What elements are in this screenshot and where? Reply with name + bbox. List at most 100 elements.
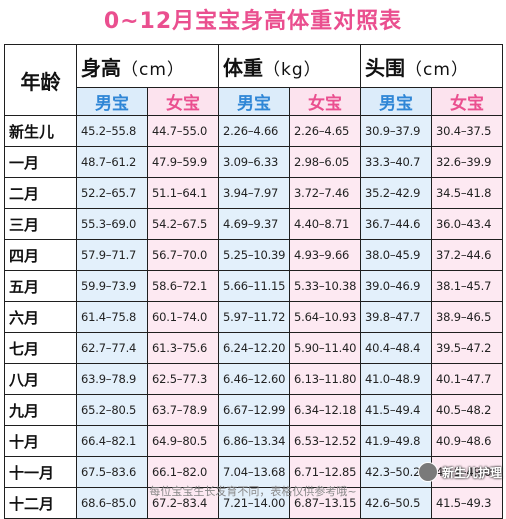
- height-girl-cell: 61.3–75.6: [146, 332, 220, 364]
- head-girl-cell: 40.9–48.6: [431, 425, 504, 457]
- head-header: 头围（cm）: [360, 44, 504, 88]
- head-boy-cell: 41.5–49.4: [360, 394, 433, 426]
- head-boy-cell: 41.9–49.8: [360, 425, 433, 457]
- table-body: 新生儿 45.2–55.8 44.7–55.0 2.26–4.66 2.26–4.65 3…: [4, 115, 504, 519]
- height-header-label: 身高: [81, 55, 121, 80]
- table-row: 七月 62.7–77.4 61.3–75.6 6.24–12.20 5.90–11.40…: [4, 332, 504, 364]
- weight-girl-cell: 5.64–10.93: [289, 301, 362, 333]
- height-header: 身高（cm）: [75, 44, 220, 88]
- height-girl-cell: 60.1–74.0: [146, 301, 220, 333]
- height-girl-cell: 56.7–70.0: [146, 239, 220, 271]
- weight-boy-cell: 3.09–6.33: [218, 146, 291, 178]
- weight-girl-cell: 5.33–10.38: [289, 270, 362, 302]
- age-cell: 四月: [4, 239, 77, 271]
- height-girl-header: 女宝: [146, 87, 220, 116]
- weight-girl-cell: 3.72–7.46: [289, 177, 362, 209]
- weight-girl-cell: 2.98–6.05: [289, 146, 362, 178]
- footer-note: 每位宝宝生长发育不同，表格仅供参考哦~: [149, 485, 357, 498]
- age-cell: 二月: [4, 177, 77, 209]
- weight-boy-cell: 5.25–10.39: [218, 239, 291, 271]
- age-cell: 七月: [4, 332, 77, 364]
- head-girl-cell: 40.1–47.7: [431, 363, 504, 395]
- head-girl-cell: 37.2–44.6: [431, 239, 504, 271]
- watermark-logo-icon: [417, 462, 438, 482]
- weight-boy-cell: 6.86–13.34: [218, 425, 291, 457]
- head-boy-header: 男宝: [360, 87, 433, 116]
- weight-girl-cell: 2.26–4.65: [289, 115, 362, 147]
- table-row: 十一月 67.5–83.6 66.1–82.0 7.04–13.68 6.71–12.8…: [4, 456, 504, 488]
- weight-boy-header: 男宝: [218, 87, 291, 116]
- weight-girl-cell: 4.93–9.66: [289, 239, 362, 271]
- head-boy-cell: 39.8–47.7: [360, 301, 433, 333]
- head-girl-cell: 32.6–39.9: [431, 146, 504, 178]
- height-boy-cell: 66.4–82.1: [76, 425, 148, 457]
- head-boy-cell: 35.2–42.9: [360, 177, 433, 209]
- head-boy-cell: 30.9–37.9: [360, 115, 433, 147]
- height-boy-cell: 61.4–75.8: [76, 301, 148, 333]
- weight-boy-cell: 3.94–7.97: [218, 177, 291, 209]
- weight-boy-cell: 2.26–4.66: [218, 115, 291, 147]
- head-girl-header: 女宝: [431, 87, 504, 116]
- height-header-unit: （cm）: [121, 59, 185, 80]
- weight-boy-cell: 4.69–9.37: [218, 208, 291, 240]
- age-header: 年龄: [4, 44, 77, 116]
- weight-boy-cell: 6.67–12.99: [218, 394, 291, 426]
- head-girl-cell: 40.5–48.2: [431, 394, 504, 426]
- height-boy-header: 男宝: [76, 87, 148, 116]
- height-girl-cell: 47.9–59.9: [146, 146, 220, 178]
- age-cell: 八月: [4, 363, 77, 395]
- head-boy-cell: 36.7–44.6: [360, 208, 433, 240]
- height-girl-cell: 62.5–77.3: [146, 363, 220, 395]
- height-boy-cell: 59.9–73.9: [76, 270, 148, 302]
- height-girl-cell: 54.2–67.5: [146, 208, 220, 240]
- weight-girl-cell: 4.40–8.71: [289, 208, 362, 240]
- table-row: 五月 59.9–73.9 58.6–72.1 5.66–11.15 5.33–10.38…: [4, 270, 504, 302]
- table-row: 六月 61.4–75.8 60.1–74.0 5.97–11.72 5.64–10.93…: [4, 301, 504, 333]
- height-girl-cell: 58.6–72.1: [146, 270, 220, 302]
- head-boy-cell: 39.0–46.9: [360, 270, 433, 302]
- height-girl-cell: 66.1–82.0: [146, 456, 220, 488]
- head-boy-cell: 40.4–48.4: [360, 332, 433, 364]
- table-row: 十月 66.4–82.1 64.9–80.5 6.86–13.34 6.53–12.52…: [4, 425, 504, 457]
- age-cell: 五月: [4, 270, 77, 302]
- weight-girl-cell: 6.34–12.18: [289, 394, 362, 426]
- weight-boy-cell: 6.24–12.20: [218, 332, 291, 364]
- height-boy-cell: 45.2–55.8: [76, 115, 148, 147]
- height-girl-cell: 44.7–55.0: [146, 115, 220, 147]
- weight-header-unit: （kg）: [263, 59, 322, 80]
- head-header-label: 头围: [365, 55, 406, 80]
- weight-header: 体重（kg）: [218, 44, 362, 88]
- height-boy-cell: 62.7–77.4: [76, 332, 148, 364]
- table-row: 一月 48.7–61.2 47.9–59.9 3.09–6.33 2.98–6.05 33…: [4, 146, 504, 178]
- height-boy-cell: 57.9–71.7: [76, 239, 148, 271]
- table-row: 四月 57.9–71.7 56.7–70.0 5.25–10.39 4.93–9.66 3…: [4, 239, 504, 271]
- age-cell: 三月: [4, 208, 77, 240]
- watermark-text: 新生儿护理: [441, 465, 502, 480]
- weight-girl-cell: 6.53–12.52: [289, 425, 362, 457]
- height-boy-cell: 55.3–69.0: [76, 208, 148, 240]
- age-cell: 六月: [4, 301, 77, 333]
- age-cell: 一月: [4, 146, 77, 178]
- height-boy-cell: 63.9–78.9: [76, 363, 148, 395]
- head-girl-cell: 39.5–47.2: [431, 332, 504, 364]
- height-girl-cell: 64.9–80.5: [146, 425, 220, 457]
- weight-girl-cell: 5.90–11.40: [289, 332, 362, 364]
- head-girl-cell: 41.3–49.0: [431, 456, 504, 488]
- age-cell: 十一月: [4, 456, 77, 488]
- head-boy-cell: 41.0–48.9: [360, 363, 433, 395]
- weight-boy-cell: 6.46–12.60: [218, 363, 291, 395]
- weight-girl-cell: 6.71–12.85: [289, 456, 362, 488]
- head-girl-cell: 34.5–41.8: [431, 177, 504, 209]
- watermark: 新生儿护理: [417, 461, 502, 483]
- head-header-unit: （cm）: [405, 59, 469, 80]
- table-row: 新生儿 45.2–55.8 44.7–55.0 2.26–4.66 2.26–4.65 3…: [4, 115, 504, 147]
- weight-girl-cell: 6.13–11.80: [289, 363, 362, 395]
- age-cell: 十月: [4, 425, 77, 457]
- page-title: 0~12月宝宝身高体重对照表: [103, 9, 403, 34]
- table-row: 九月 65.2–80.5 63.7–78.9 6.67–12.99 6.34–12.18…: [4, 394, 504, 426]
- table-row: 二月 52.2–65.7 51.1–64.1 3.94–7.97 3.72–7.46 35…: [4, 177, 504, 209]
- table-row: 八月 63.9–78.9 62.5–77.3 6.46–12.60 6.13–11.80…: [4, 363, 504, 395]
- weight-boy-cell: 7.04–13.68: [218, 456, 291, 488]
- weight-boy-cell: 5.66–11.15: [218, 270, 291, 302]
- height-boy-cell: 52.2–65.7: [76, 177, 148, 209]
